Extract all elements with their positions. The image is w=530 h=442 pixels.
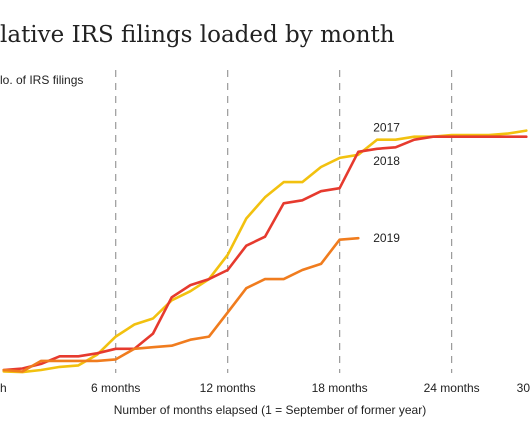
series-label-2018: 2018 — [373, 154, 400, 168]
x-tick-label-6: 6 months — [91, 381, 140, 395]
series-label-2017: 2017 — [373, 121, 400, 135]
x-axis-label: Number of months elapsed (1 = September … — [114, 403, 426, 417]
series-label-2019: 2019 — [373, 231, 400, 245]
x-tick-label-12: 12 months — [200, 381, 256, 395]
x-tick-label-24: 24 months — [424, 381, 480, 395]
chart-title: lative IRS filings loaded by month — [0, 22, 395, 48]
series-line-2017 — [2, 129, 528, 374]
series-lines — [2, 129, 528, 374]
grid-lines — [115, 70, 453, 373]
x-tick-labels: h 6 months 12 months 18 months 24 months 30 — [0, 381, 530, 395]
series-line-2018 — [2, 135, 528, 372]
x-tick-label-30: 30 — [517, 381, 530, 395]
series-line-2019 — [2, 236, 360, 373]
series-labels: 2017 2018 2019 — [373, 121, 400, 246]
x-tick-label-0: h — [0, 381, 7, 395]
x-tick-label-18: 18 months — [312, 381, 368, 395]
y-axis-label: lo. of IRS filings — [0, 73, 83, 87]
